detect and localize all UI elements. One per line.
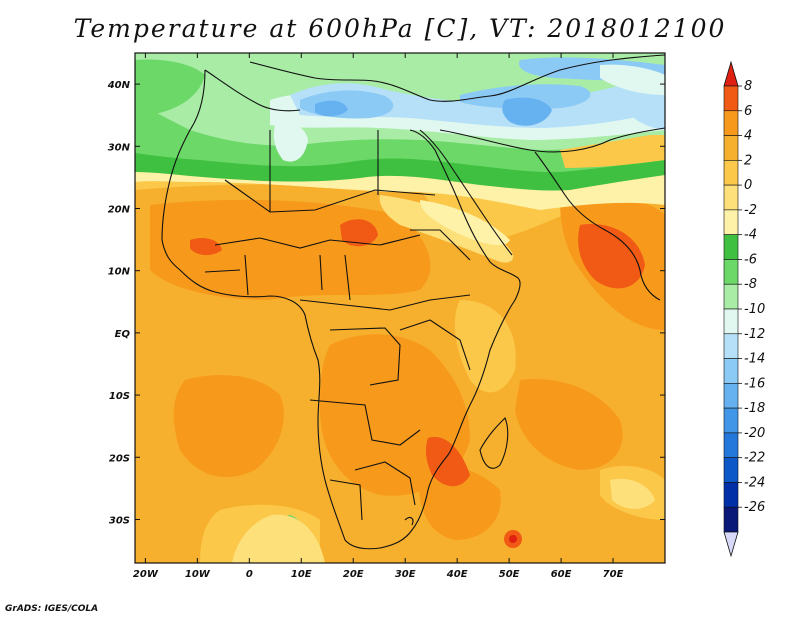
colorbar-swatch: [723, 407, 739, 434]
colorbar-swatch: [723, 308, 739, 335]
colorbar: 8 6 4 2 0 -2 -4 -6 -8 -10 -12 -14 -16 -18 -20 -22 -24 -26: [723, 60, 765, 558]
lon-tick-label: 60E: [551, 569, 572, 580]
colorbar-label: 6: [744, 104, 752, 119]
map-title: Temperature at 600hPa [C], VT: 201801210…: [73, 14, 727, 43]
colorbar-swatch: [723, 160, 739, 186]
lat-tick-label: 10N: [108, 267, 131, 278]
lat-tick-label: 20N: [108, 204, 131, 215]
lon-tick-label: 0: [246, 569, 253, 580]
colorbar-max-triangle: [723, 60, 739, 87]
colorbar-swatch: [723, 259, 739, 285]
colorbar-swatch: [723, 135, 739, 161]
lat-tick-label: 30N: [108, 142, 131, 153]
lon-tick-label: 10E: [291, 569, 312, 580]
lon-tick-label: 20E: [343, 569, 364, 580]
map-frame: [134, 52, 666, 564]
lon-ticks: 20W 10W 0 10E 20E 30E 40E 50E 60E 70E: [133, 53, 624, 580]
colorbar-label: 4: [744, 129, 752, 144]
colorbar-label: -16: [744, 376, 765, 391]
colorbar-label: -12: [744, 327, 765, 342]
colorbar-label: 2: [744, 153, 752, 168]
colorbar-label: -2: [744, 203, 757, 218]
colorbar-swatch: [723, 209, 739, 235]
colorbar-label: -14: [744, 352, 765, 367]
colorbar-swatch: [723, 184, 739, 211]
colorbar-swatch: [723, 358, 739, 384]
colorbar-label: -8: [744, 277, 757, 292]
colorbar-swatch: [723, 234, 739, 260]
colorbar-swatch: [723, 333, 739, 359]
lat-tick-label: 20S: [109, 453, 130, 464]
coastlines: [161, 54, 665, 550]
colorbar-min-triangle: [723, 531, 739, 558]
colorbar-swatch: [723, 506, 739, 533]
colorbar-label: -24: [744, 475, 765, 490]
colorbar-label: -4: [744, 228, 757, 243]
credit-text: GrADS: IGES/COLA: [5, 604, 99, 614]
colorbar-label: 0: [744, 178, 752, 193]
colorbar-swatch: [723, 482, 739, 508]
colorbar-label: -22: [744, 451, 765, 466]
colorbar-swatch: [723, 85, 739, 112]
lat-tick-label: 30S: [109, 515, 130, 526]
colorbar-label: 8: [744, 79, 752, 94]
colorbar-swatch: [723, 383, 739, 409]
lon-tick-label: 40E: [446, 569, 468, 580]
colorbar-label: -26: [744, 500, 765, 515]
lat-ticks: 40N 30N 20N 10N EQ 10S 20S 30S: [107, 80, 665, 526]
lon-tick-label: 50E: [499, 569, 520, 580]
colorbar-label: -18: [744, 401, 765, 416]
colorbar-swatch: [723, 283, 739, 310]
colorbar-swatch: [723, 110, 739, 136]
colorbar-swatch: [723, 457, 739, 483]
lon-tick-label: 20W: [133, 569, 159, 580]
colorbar-label: -20: [744, 426, 765, 441]
lon-tick-label: 30E: [395, 569, 416, 580]
colorbar-label: -6: [744, 252, 757, 267]
lat-tick-label: 40N: [107, 80, 131, 91]
lon-tick-label: 70E: [603, 569, 624, 580]
lat-tick-label: EQ: [115, 329, 131, 340]
lon-tick-label: 10W: [185, 569, 211, 580]
colorbar-label: -10: [744, 302, 765, 317]
lat-tick-label: 10S: [109, 391, 130, 402]
colorbar-swatch: [723, 432, 739, 458]
